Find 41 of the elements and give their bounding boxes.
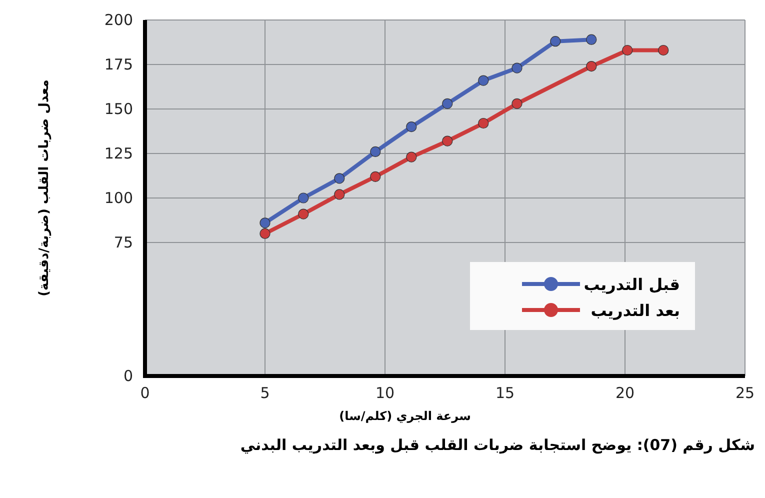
point	[406, 152, 417, 162]
point	[298, 208, 309, 220]
x-tick-label: 5	[260, 384, 270, 402]
x-tick-label: 20	[615, 384, 635, 402]
point	[512, 98, 522, 109]
point	[298, 192, 309, 204]
x-tick-label: 15	[495, 384, 515, 402]
x-tick-label: 0	[140, 384, 150, 402]
point	[406, 122, 417, 132]
point	[586, 60, 597, 72]
point	[334, 173, 345, 184]
point	[478, 118, 489, 129]
point	[442, 136, 453, 146]
point	[370, 171, 381, 182]
x-tick-label: 25	[735, 384, 755, 402]
y-tick-label: 150	[104, 100, 133, 118]
point	[260, 218, 270, 228]
point	[658, 44, 669, 56]
y-tick-label: 75	[114, 234, 133, 252]
text: شكل رقم (07): يوضح استجابة ضربات القلب قبل وبعد التدريب البدني	[240, 436, 755, 454]
point	[370, 146, 381, 158]
legend-label: قبل التدريب	[584, 275, 680, 294]
x-tick-label: 10	[375, 384, 395, 402]
legend-label: بعد التدريب	[590, 301, 680, 320]
point	[478, 75, 489, 86]
y-tick-label: 175	[104, 56, 133, 74]
point	[442, 98, 453, 109]
y-tick-label: 200	[104, 11, 133, 29]
point	[334, 189, 345, 200]
point	[622, 44, 633, 56]
y-tick-label: 125	[104, 144, 133, 162]
y-axis-title: معدل ضربات القلب (ضربة/دقيقة)	[37, 80, 52, 296]
point	[586, 34, 597, 45]
point	[550, 36, 561, 47]
y-tick-label: 0	[123, 367, 133, 385]
x-axis-title: سرعة الجري (كلم/سا)	[339, 409, 471, 423]
point	[260, 228, 270, 239]
legend-item: بعد التدريب	[520, 301, 680, 320]
y-tick-label: 100	[104, 189, 133, 207]
legend-item: قبل التدريب	[520, 275, 680, 294]
point	[512, 62, 522, 74]
